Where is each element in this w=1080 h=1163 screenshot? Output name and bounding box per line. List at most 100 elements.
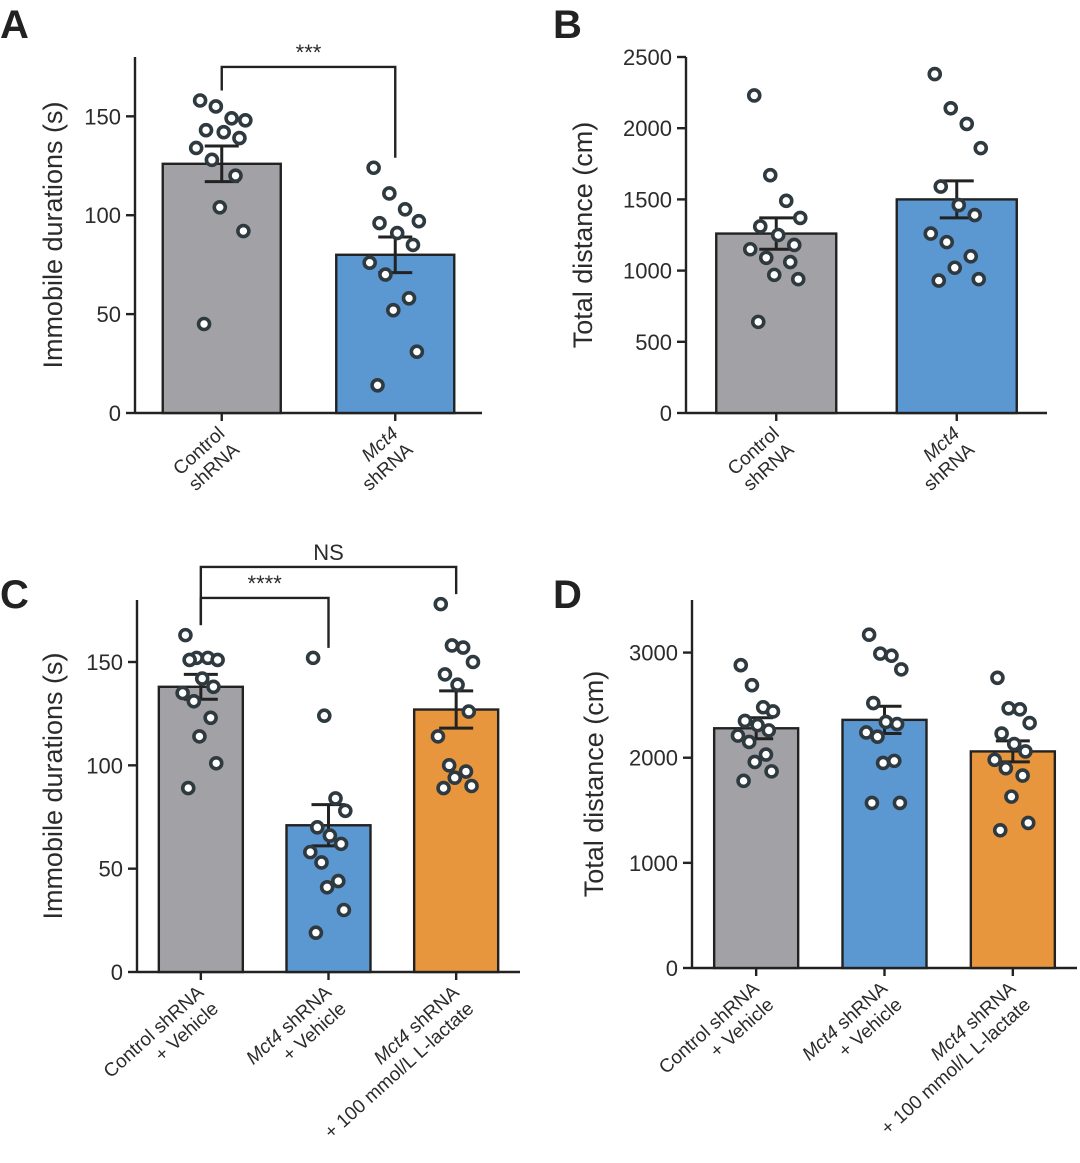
data-point [864,795,880,811]
x-category-label: ControlshRNA [170,423,245,496]
data-point [210,652,225,668]
y-axis-title: Immobile durations (s) [38,652,68,919]
panel-a: A 0 50 100 150 Immobile durations (s) Controls… [0,3,482,496]
data-point [861,627,877,642]
y-tick-label: 100 [84,203,121,228]
data-point [236,223,251,239]
data-point [782,254,798,270]
data-point [1015,768,1030,783]
data-point [741,734,757,750]
data-point [750,314,766,330]
data-point [971,271,987,287]
data-point [889,716,905,732]
data-point [444,638,460,653]
data-point [178,627,193,643]
significance-bracket [199,596,330,648]
data-point [224,111,239,126]
data-point [746,88,762,103]
data-point [302,844,318,860]
data-point [309,820,325,835]
data-point [951,197,967,213]
data-point [382,186,397,201]
data-point [430,729,446,744]
y-tick-label: 0 [660,401,672,426]
data-point [730,728,746,743]
data-point [1001,700,1016,716]
data-point [973,140,989,156]
data-point [401,290,417,306]
significance-label: **** [248,571,283,596]
data-point [232,130,247,146]
data-point [1006,736,1022,752]
bar [285,824,372,974]
data-point [330,873,346,889]
data-point [865,695,881,711]
data-point [203,710,218,726]
bar [412,708,500,974]
data-point [786,237,802,253]
y-axis-title: Immobile durations (s) [38,101,68,368]
y-tick-label: 2500 [623,45,672,70]
data-point [742,241,758,257]
x-category-label: Control shRNA+ Vehicle [655,978,778,1095]
data-point [378,267,393,282]
data-point [437,667,453,682]
y-tick-label: 50 [97,302,121,327]
x-category-label: Mct4shRNA [905,423,979,495]
data-point [959,116,975,132]
data-point [792,210,808,226]
data-point [204,152,220,168]
data-point [397,201,413,217]
y-tick-label: 150 [86,650,123,675]
data-point [322,828,338,843]
bar [969,750,1057,970]
x-category-label: Control shRNA+ Vehicle [100,982,223,1099]
data-point [314,855,329,870]
data-point [188,140,204,156]
y-axis-title: Total distance (cm) [579,671,609,898]
data-point [764,764,779,779]
panel-letter: D [553,573,582,617]
data-point [198,122,214,138]
significance-label: *** [296,40,322,65]
data-point [337,803,353,819]
y-tick-label: 1000 [629,851,678,876]
data-point [766,267,782,283]
data-point [886,753,902,769]
y-tick-label: 500 [635,330,672,355]
data-point [305,650,321,666]
y-tick-label: 2000 [623,116,672,141]
y-tick-label: 1000 [623,259,672,284]
data-point [316,708,332,724]
significance-bracket [220,65,397,158]
data-point [450,677,465,693]
data-point [409,344,425,359]
data-point [737,713,753,729]
data-point [987,752,1002,768]
data-point [943,100,959,116]
panel-letter: B [553,3,582,47]
data-point [208,99,224,114]
y-tick-label: 0 [666,956,678,981]
data-point [180,780,196,796]
data-point [1004,789,1019,804]
bar [715,232,838,415]
data-point [366,160,381,176]
data-point [963,249,979,264]
data-point [206,679,221,695]
data-point [192,93,208,108]
data-point [939,234,955,250]
data-point [967,207,983,223]
y-axis-title: Total distance (cm) [568,122,598,349]
y-tick-label: 0 [111,960,123,985]
data-point [405,237,421,253]
data-point [761,723,777,738]
significance-label: NS [313,540,344,565]
data-point [931,273,947,288]
data-point [212,200,228,215]
data-point [998,760,1014,776]
data-point [758,747,774,762]
data-point [208,755,224,771]
data-point [182,652,197,668]
x-category-label: Mct4 shRNA+ Vehicle [799,978,907,1082]
